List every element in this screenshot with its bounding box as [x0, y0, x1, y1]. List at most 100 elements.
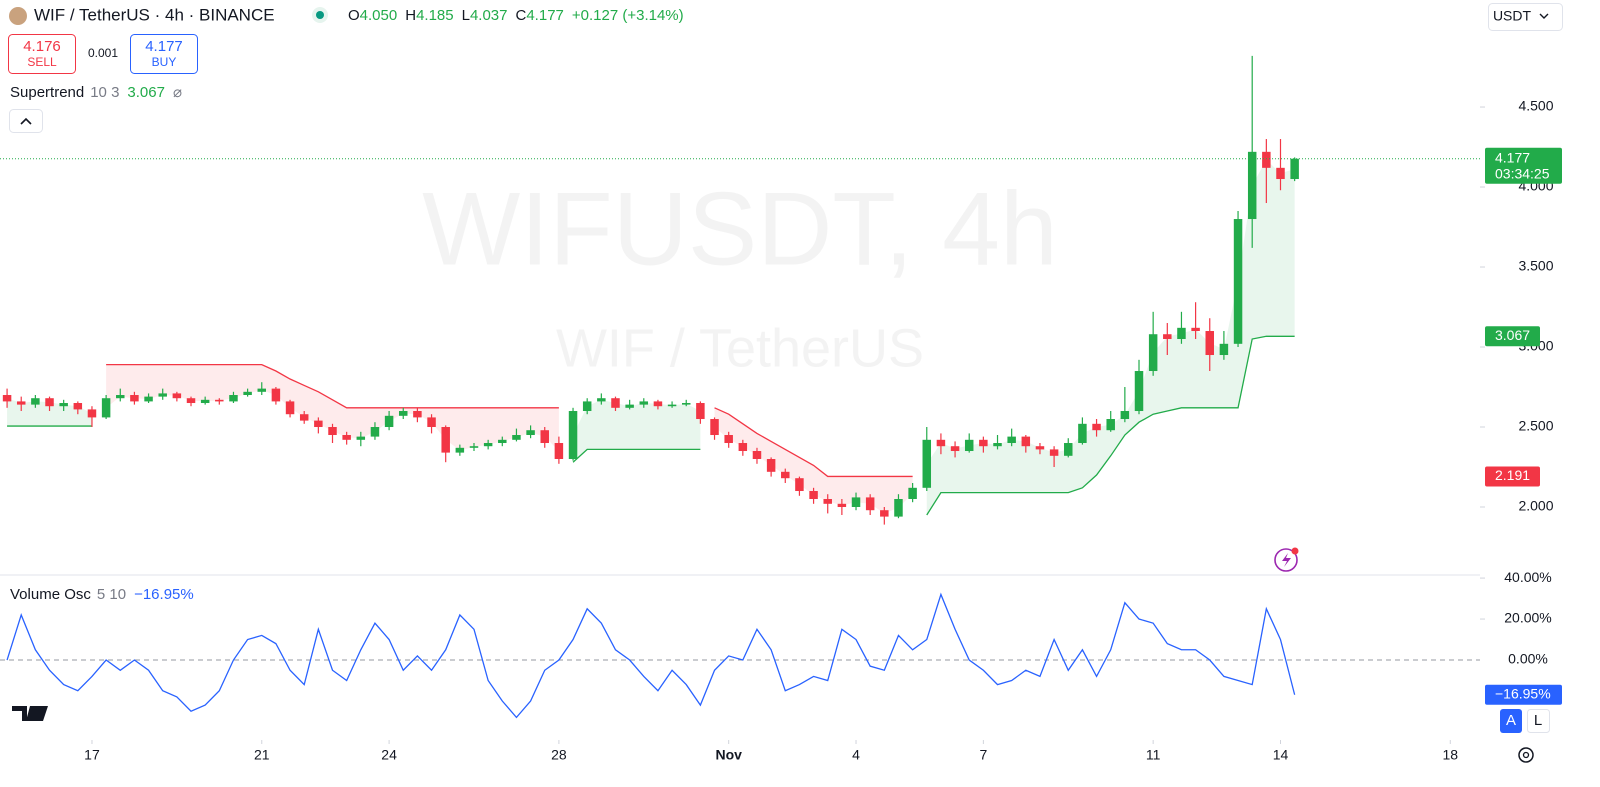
candle-body — [229, 395, 238, 402]
ohlc-value: 4.177 — [526, 7, 564, 24]
y-tick-label: 3.500 — [1518, 258, 1553, 274]
candle-body — [653, 401, 663, 407]
candle-body — [215, 399, 224, 402]
osc-value-box — [1485, 684, 1562, 705]
candle-body — [427, 417, 436, 428]
candle-body — [314, 420, 323, 428]
ohlc-key: L — [462, 7, 470, 24]
candle-body — [45, 398, 54, 407]
candle-body — [795, 478, 804, 492]
x-tick-label: 11 — [1146, 747, 1161, 763]
dropdown-icon — [1539, 13, 1549, 19]
candle-body — [568, 411, 578, 460]
candle-body — [257, 388, 267, 392]
candle-body — [1049, 449, 1059, 456]
ohlc-key: C — [516, 7, 527, 24]
tv-logo — [12, 706, 48, 721]
candle-body — [73, 403, 83, 410]
candle-body — [1290, 158, 1299, 180]
candle-body — [498, 439, 507, 444]
chart-title[interactable]: WIF / TetherUS · 4h · BINANCE — [34, 5, 275, 24]
osc-pane — [0, 592, 1480, 719]
sell-button[interactable] — [8, 34, 76, 74]
price-pane — [0, 55, 1480, 525]
x-tick-label: 17 — [84, 747, 100, 763]
x-tick-label: 7 — [979, 747, 987, 763]
ohlc-value: 4.037 — [470, 7, 508, 24]
candle-body — [738, 443, 748, 452]
candle-body — [172, 393, 182, 399]
candle-body — [540, 430, 549, 444]
status-dot — [316, 11, 324, 19]
alert-badge — [1291, 547, 1299, 555]
watermark-sub: WIF / TetherUS — [556, 318, 924, 378]
candle-body — [1163, 334, 1172, 340]
countdown: 03:34:25 — [1495, 165, 1550, 181]
last-price-box — [1485, 147, 1562, 184]
candle-body — [582, 401, 592, 412]
candle-body — [455, 447, 465, 453]
x-tick-label: 14 — [1273, 747, 1289, 763]
candle-body — [1148, 334, 1158, 372]
value-box — [1485, 326, 1540, 347]
bolt — [1282, 553, 1291, 567]
candle-body — [200, 399, 210, 404]
collapse-button[interactable] — [9, 109, 43, 133]
ohlc-change: +0.127 (+3.14%) — [572, 7, 684, 24]
osc-tick-label: 20.00% — [1504, 610, 1551, 626]
value-box — [1485, 466, 1540, 487]
candle-body — [823, 499, 832, 504]
candle-body — [781, 471, 790, 479]
candle-body — [752, 451, 762, 460]
auto-scale-button[interactable] — [1500, 709, 1522, 733]
osc-tick-label: 40.00% — [1504, 569, 1551, 585]
candle-body — [922, 439, 932, 488]
candle-body — [1007, 436, 1016, 444]
spread: 0.001 — [88, 46, 118, 60]
candle-body — [851, 497, 861, 508]
candle-body — [993, 443, 1002, 447]
buy-button[interactable] — [130, 34, 198, 74]
candle-body — [271, 388, 281, 402]
collapse-icon — [20, 117, 32, 125]
candle-body — [130, 395, 139, 402]
supertrend-legend[interactable]: Supertrend 10 3 3.067 ⌀ — [10, 84, 182, 101]
settings-icon-core — [1522, 751, 1530, 759]
candle-body — [413, 411, 422, 418]
indicator-name: Volume Osc — [10, 586, 91, 603]
candle-body — [1035, 446, 1045, 450]
candle-body — [1219, 343, 1229, 356]
currency: USDT — [1493, 8, 1532, 24]
candle-body — [1092, 423, 1101, 431]
candle-body — [101, 398, 111, 418]
log-scale-button[interactable] — [1527, 709, 1550, 733]
currency-button[interactable] — [1488, 3, 1563, 31]
candle-body — [696, 403, 705, 420]
indicator-params: 10 3 — [90, 84, 119, 101]
candle-body — [865, 497, 875, 511]
value-box-label: 3.067 — [1495, 327, 1530, 343]
candle-body — [936, 439, 946, 447]
candle-body — [554, 443, 564, 460]
candle-body — [186, 398, 196, 404]
candle-body — [950, 446, 960, 452]
osc-value-label: −16.95% — [1495, 685, 1551, 701]
osc-legend[interactable]: Volume Osc 5 10 −16.95% — [10, 586, 194, 603]
candle-body — [469, 446, 479, 448]
candle-body — [399, 411, 408, 416]
symbol-icon — [9, 7, 27, 25]
candle-body — [441, 427, 450, 453]
candle-body — [837, 503, 847, 508]
candle-body — [483, 443, 493, 447]
candle-body — [526, 430, 535, 436]
candle-body — [370, 427, 380, 437]
candle-body — [2, 395, 12, 402]
osc-tick-label: 0.00% — [1508, 651, 1548, 667]
candle-body — [356, 436, 366, 440]
ohlc-key: O — [348, 7, 360, 24]
indicator-params: 5 10 — [97, 586, 126, 603]
settings-icon[interactable] — [1518, 747, 1534, 763]
candle-body — [964, 439, 974, 452]
